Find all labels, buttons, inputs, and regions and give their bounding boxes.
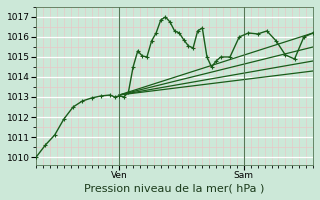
- X-axis label: Pression niveau de la mer( hPa ): Pression niveau de la mer( hPa ): [84, 183, 265, 193]
